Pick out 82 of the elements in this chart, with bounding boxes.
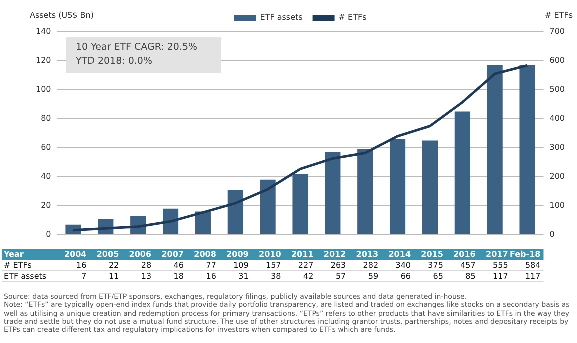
y2-tick-label: 0 (550, 230, 555, 240)
data-label: 117 (493, 272, 508, 282)
bar (520, 65, 536, 234)
annotation: YTD 2018: 0.0% (76, 55, 154, 69)
text: ETF assets (4, 272, 47, 282)
data-label: 13 (141, 272, 152, 282)
x-tick-label: 2005 (96, 250, 120, 260)
x-tick-label: 2010 (259, 250, 282, 260)
data-label: 555 (493, 261, 508, 270)
data-label: 28 (141, 261, 152, 270)
data-label: 584 (525, 261, 541, 270)
x-tick-label: 2006 (129, 250, 152, 260)
y2-tick-label: 100 (550, 201, 566, 210)
legend-label: # ETFs (338, 13, 367, 22)
x-tick-label: 2012 (324, 250, 346, 260)
data-label: 65 (433, 272, 444, 282)
data-label: 38 (271, 272, 282, 282)
data-label: 77 (206, 261, 216, 270)
y2-tick-label: 200 (550, 172, 566, 182)
data-label: 46 (174, 261, 184, 270)
bar (228, 190, 244, 234)
data-label: 85 (466, 272, 476, 282)
y-tick-label: 40 (41, 172, 52, 182)
y-tick-label: 100 (36, 85, 52, 94)
x-tick-label: 2014 (388, 250, 412, 260)
data-label: 7 (82, 272, 87, 282)
data-label: 16 (76, 261, 87, 270)
bar (292, 174, 308, 234)
bar (358, 149, 374, 234)
x-tick-label: 2007 (162, 250, 184, 260)
x-tick-label: 2013 (356, 250, 379, 260)
data-label: 457 (460, 261, 476, 270)
data-label: 282 (363, 261, 379, 270)
x-tick-label: 2009 (226, 250, 250, 260)
bar (390, 139, 406, 234)
data-label: 22 (108, 261, 120, 270)
x-tick-label: 2017 (486, 250, 508, 260)
y2-tick-label: 500 (550, 85, 566, 94)
data-label: 57 (336, 272, 346, 282)
data-label: 66 (400, 272, 412, 282)
x-tick-label: 2011 (291, 250, 314, 260)
data-label: 59 (368, 272, 379, 282)
bar (422, 140, 438, 234)
x-tick-label: 2015 (421, 250, 444, 260)
x-axis-title: Year (3, 250, 24, 260)
x-tick-label: 2004 (64, 250, 88, 260)
bar (260, 180, 276, 234)
data-label: 375 (428, 261, 444, 270)
data-label: 157 (266, 261, 282, 270)
y2-tick-label: 700 (550, 27, 566, 36)
y-tick-label: 80 (41, 114, 52, 124)
note-box: 10 Year ETF CAGR: 20.5% YTD 2018: 0.0% (66, 37, 221, 73)
y-tick-label: 20 (41, 201, 52, 210)
bar (195, 212, 211, 234)
x-tick-label: Feb-18 (510, 250, 542, 260)
y-axis-title: Assets (US$ Bn) (30, 11, 94, 20)
legend-label: ETF assets (260, 13, 303, 22)
data-label: 42 (304, 272, 314, 282)
data-label: 16 (206, 272, 216, 282)
y-tick-label: 60 (41, 143, 52, 152)
y2-tick-label: 600 (550, 56, 566, 66)
y2-tick-label: 300 (550, 143, 566, 152)
data-label: 31 (238, 272, 249, 282)
y2-axis-title: # ETFs (545, 11, 573, 20)
bar (454, 112, 470, 234)
data-label: 18 (174, 272, 184, 282)
y-tick-label: 0 (46, 230, 52, 240)
x-tick-label: 2008 (194, 250, 217, 260)
y2-tick-label: 400 (550, 114, 566, 124)
data-label: 263 (330, 261, 346, 270)
annotation: 10 Year ETF CAGR: 20.5% (76, 41, 199, 55)
data-label: 117 (525, 272, 541, 282)
x-tick-label: 2016 (454, 250, 476, 260)
y-tick-label: 140 (36, 27, 52, 36)
data-label: 340 (396, 261, 412, 270)
text: # ETFs (4, 261, 32, 270)
bar (487, 65, 503, 234)
y-tick-label: 120 (36, 56, 52, 66)
data-label: 109 (234, 261, 249, 270)
bar (325, 152, 341, 234)
data-label: 227 (298, 261, 314, 270)
data-label: 11 (108, 272, 120, 282)
